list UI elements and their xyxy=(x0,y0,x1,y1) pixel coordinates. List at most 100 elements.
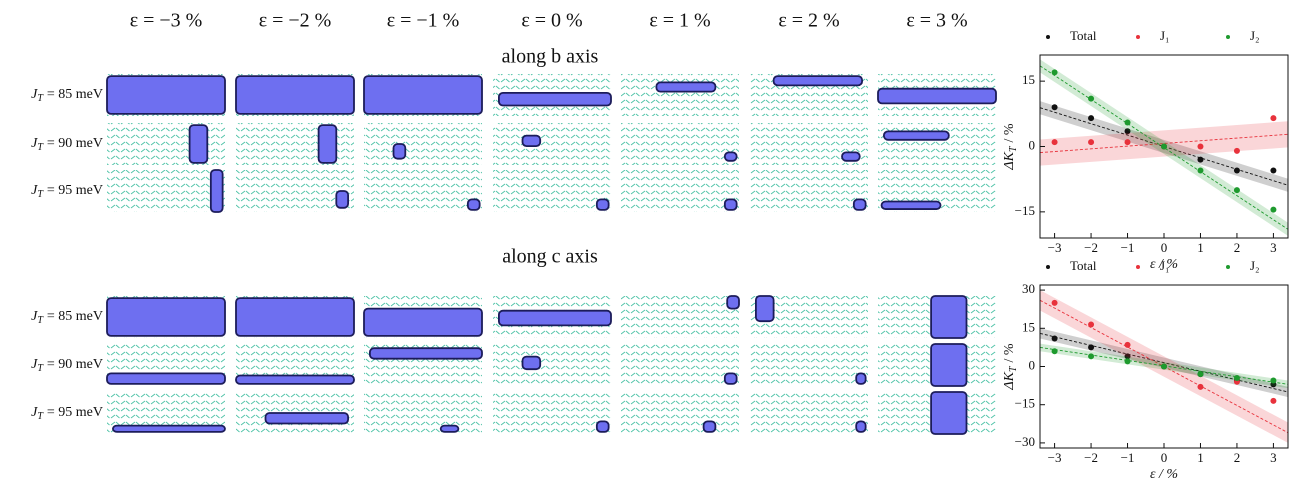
y-tick-label: 30 xyxy=(1022,281,1035,296)
point xyxy=(1234,148,1240,154)
row-label: JT= 85 meV xyxy=(31,87,103,104)
strain-label: ε = 2 % xyxy=(778,10,839,32)
page: ε = −3 %ε = −2 %ε = −1 %ε = 0 %ε = 1 %ε … xyxy=(0,0,1293,486)
domain-blob xyxy=(597,421,609,432)
domain-blob xyxy=(756,296,774,321)
y-tick-label: −15 xyxy=(1015,396,1035,411)
legend-marker xyxy=(1226,35,1230,39)
domain-blob xyxy=(725,373,737,384)
domain-blob xyxy=(774,76,863,85)
domain-blob xyxy=(107,373,225,384)
strain-label: ε = 3 % xyxy=(906,10,967,32)
y-label-subscript: T xyxy=(1008,145,1019,152)
legend-label: J₁ xyxy=(1160,28,1170,43)
domain-blob xyxy=(468,199,480,210)
row-text: = 95 meV xyxy=(47,405,103,420)
domain-blob xyxy=(336,191,348,208)
y-label-unit: / % xyxy=(1002,343,1017,362)
y-tick-label: 0 xyxy=(1029,137,1036,152)
row-text: = 90 meV xyxy=(47,357,103,372)
row-subscript: T xyxy=(37,315,44,326)
lattice-panel xyxy=(621,170,739,212)
domain-blob xyxy=(842,152,860,160)
domain-blob xyxy=(931,296,966,338)
point xyxy=(1234,167,1240,173)
x-tick-label: −2 xyxy=(1084,240,1098,255)
strain-label: ε = 1 % xyxy=(649,10,710,32)
y-label-symbol: ΔK xyxy=(1002,371,1017,390)
domain-blob xyxy=(597,199,609,210)
legend-label: Total xyxy=(1070,28,1097,43)
lattice-panel xyxy=(493,344,611,386)
lattice-panel xyxy=(878,123,996,165)
y-axis-label: ΔKT/ % xyxy=(1002,123,1019,171)
point xyxy=(1270,398,1276,404)
lattice-panel xyxy=(621,392,739,434)
domain-blob xyxy=(190,125,208,163)
domain-blob xyxy=(370,348,482,359)
x-tick-label: 1 xyxy=(1197,240,1204,255)
row-text: = 85 meV xyxy=(47,309,103,324)
point xyxy=(1052,104,1058,110)
figure: ε = −3 %ε = −2 %ε = −1 %ε = 0 %ε = 1 %ε … xyxy=(0,0,1293,486)
lattice-panel xyxy=(364,392,482,434)
legend-marker xyxy=(1046,265,1050,269)
x-tick-label: −3 xyxy=(1048,240,1062,255)
point xyxy=(1197,157,1203,163)
row-label: JT= 95 meV xyxy=(31,405,103,422)
domain-blob xyxy=(364,309,482,336)
domain-blob xyxy=(856,373,865,384)
domain-blob xyxy=(236,298,354,336)
row-subscript: T xyxy=(37,363,44,374)
domain-blob xyxy=(704,421,716,432)
lattice-panel xyxy=(107,170,225,212)
lattice-panel xyxy=(364,123,482,165)
legend-label: J₁ xyxy=(1160,258,1170,273)
domain-blob xyxy=(499,93,611,106)
row-text: = 85 meV xyxy=(47,87,103,102)
lattice-panel xyxy=(621,344,739,386)
lattice-panel xyxy=(364,170,482,212)
strain-label: ε = −1 % xyxy=(387,10,460,32)
domain-blob xyxy=(364,76,482,114)
row-label: JT= 90 meV xyxy=(31,357,103,374)
domain-blob xyxy=(394,144,406,159)
point xyxy=(1234,375,1240,381)
domain-blob xyxy=(884,131,949,139)
row-subscript: T xyxy=(37,142,44,153)
y-tick-label: −30 xyxy=(1015,434,1035,449)
strain-label: ε = 0 % xyxy=(521,10,582,32)
x-tick-label: 3 xyxy=(1270,240,1277,255)
legend-marker xyxy=(1226,265,1230,269)
lattice-panel xyxy=(621,74,739,116)
domain-blob xyxy=(266,413,349,424)
x-tick-label: −1 xyxy=(1121,450,1135,465)
domain-blob xyxy=(107,298,225,336)
lattice-panel xyxy=(750,344,868,386)
y-tick-label: −15 xyxy=(1015,203,1035,218)
row-label: JT= 85 meV xyxy=(31,309,103,326)
domain-blob xyxy=(113,426,225,432)
point xyxy=(1052,348,1058,354)
row-text: = 95 meV xyxy=(47,183,103,198)
legend-marker xyxy=(1136,35,1140,39)
point xyxy=(1052,139,1058,145)
row-subscript: T xyxy=(37,411,44,422)
lattice-panel xyxy=(621,296,739,338)
point xyxy=(1161,364,1167,370)
lattice-panel xyxy=(493,392,611,434)
point xyxy=(1197,167,1203,173)
domain-blob xyxy=(319,125,337,163)
x-tick-label: 1 xyxy=(1197,450,1204,465)
lattice-panel xyxy=(750,170,868,212)
point xyxy=(1270,207,1276,213)
x-tick-label: −1 xyxy=(1121,240,1135,255)
point xyxy=(1197,144,1203,150)
y-tick-label: 15 xyxy=(1022,319,1035,334)
domain-blob xyxy=(727,296,739,309)
point xyxy=(1088,96,1094,102)
point xyxy=(1088,353,1094,359)
lattice-panel xyxy=(493,123,611,165)
strain-label: ε = −2 % xyxy=(259,10,332,32)
domain-blob xyxy=(441,426,459,432)
